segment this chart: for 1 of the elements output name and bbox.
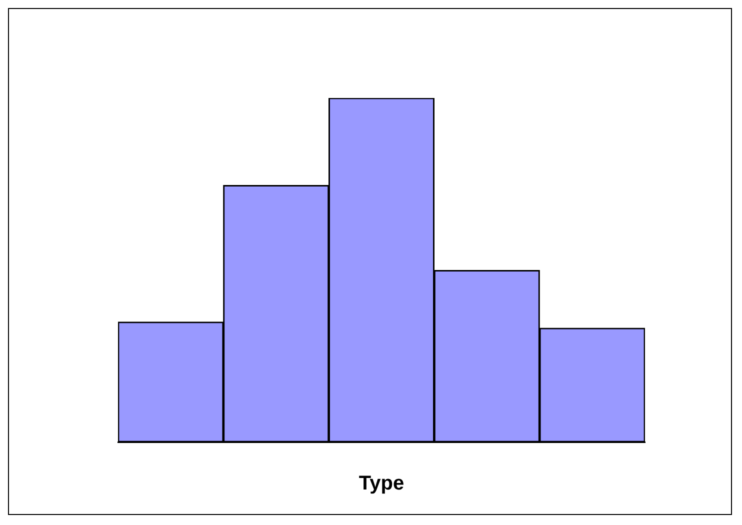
x-axis-title: Type bbox=[358, 472, 404, 495]
